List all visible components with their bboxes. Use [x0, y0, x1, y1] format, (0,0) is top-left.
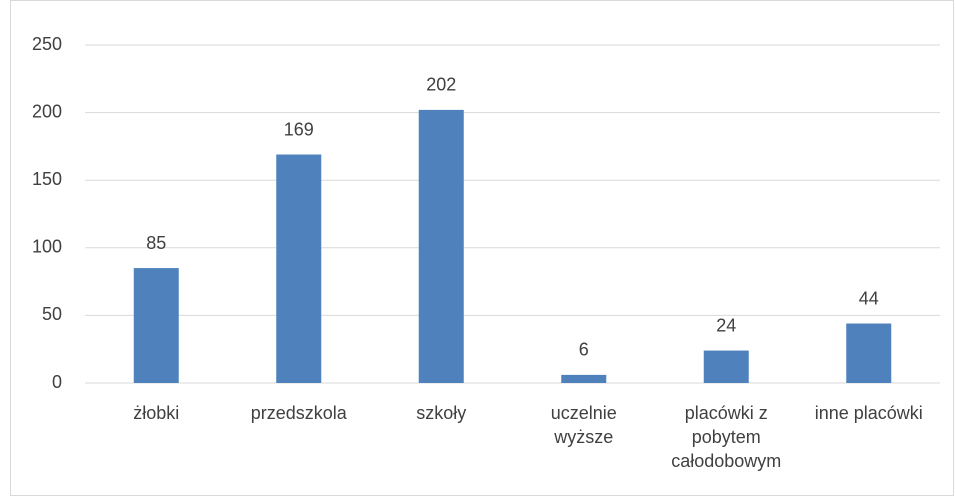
- bar: [418, 109, 464, 383]
- y-tick-label: 200: [32, 101, 62, 121]
- y-tick-label: 150: [32, 169, 62, 189]
- x-tick-label: placówki z pobytem całodobowym: [671, 403, 782, 471]
- bar: [561, 374, 607, 383]
- bar: [846, 323, 892, 383]
- x-tick-label: przedszkola: [250, 403, 347, 423]
- x-tick-label: uczelnie wyższe: [550, 403, 617, 447]
- y-tick-label: 250: [32, 34, 62, 54]
- data-label: 24: [716, 315, 736, 335]
- bar: [276, 154, 322, 383]
- bar: [703, 350, 749, 383]
- data-label: 202: [426, 75, 456, 95]
- data-label: 169: [284, 119, 314, 139]
- x-tick-label: szkoły: [416, 403, 467, 423]
- x-tick-label: żłobki: [133, 403, 180, 423]
- x-tick-label: inne placówki: [814, 403, 923, 423]
- y-tick-label: 100: [32, 237, 62, 257]
- chart-border: [10, 0, 954, 496]
- data-label: 44: [859, 288, 879, 308]
- data-label: 85: [146, 233, 166, 253]
- y-tick-label: 50: [42, 304, 62, 324]
- y-tick-label: 0: [52, 372, 62, 392]
- data-label: 6: [579, 340, 589, 360]
- bar: [133, 268, 179, 383]
